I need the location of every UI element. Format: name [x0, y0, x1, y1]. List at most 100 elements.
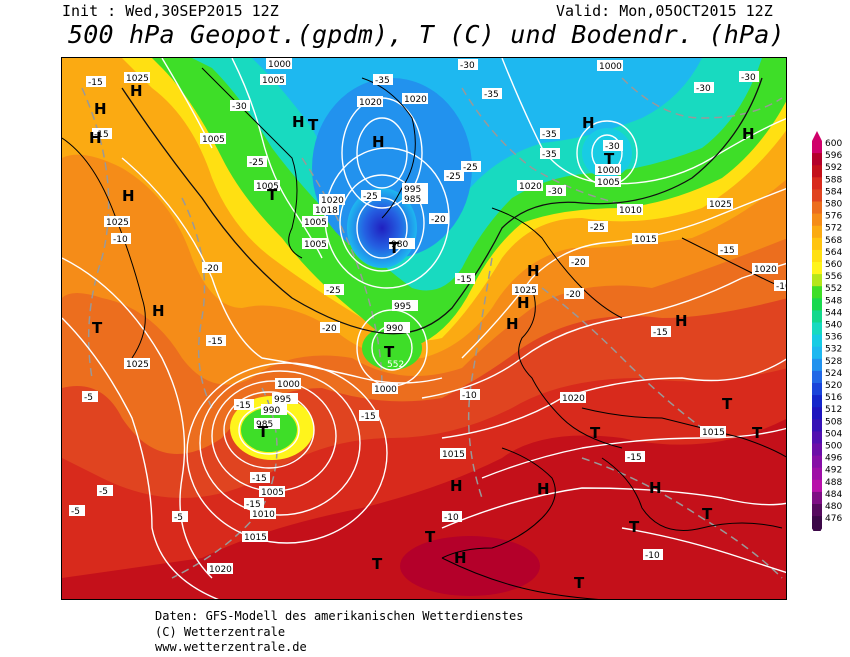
low-marker: T [92, 319, 103, 337]
temperature-label: -15 [92, 128, 112, 140]
pressure-label: 1000 [597, 60, 623, 72]
credit-website: www.wetterzentrale.de [155, 640, 307, 654]
pressure-label: 1005 [302, 216, 328, 228]
pressure-label: 1020 [402, 93, 428, 105]
low-marker: T [384, 343, 395, 361]
temperature-label: -15 [234, 399, 254, 411]
svg-text:1025: 1025 [106, 218, 129, 228]
low-marker: T [590, 424, 601, 442]
temperature-label: -10 [774, 280, 786, 292]
map-title: 500 hPa Geopot.(gpdm), T (C) und Bodendr… [68, 20, 785, 49]
legend-swatch [812, 395, 822, 408]
high-marker: H [130, 82, 143, 100]
pressure-label: 1020 [357, 96, 383, 108]
high-marker: H [506, 315, 519, 333]
pressure-centers: H H H H H H H H H H H H H H H H H T T T … [89, 82, 763, 592]
pressure-label: 1005 [259, 486, 285, 498]
legend-value: 528 [825, 357, 842, 367]
pressure-label: 1000 [266, 58, 292, 70]
legend-value: 536 [825, 333, 842, 343]
temperature-label: -30 [694, 82, 714, 94]
color-legend: 600 596 592 588 584 580 576 572 568 564 560 556 552 5… [812, 131, 850, 539]
pressure-label: 1018 [313, 204, 339, 216]
svg-text:-10: -10 [444, 513, 459, 523]
svg-text:1020: 1020 [359, 98, 382, 108]
svg-text:1000: 1000 [277, 380, 300, 390]
high-marker: H [582, 114, 595, 132]
legend-swatch [812, 274, 822, 287]
pressure-label: 1005 [200, 133, 226, 145]
low-marker: T [258, 423, 269, 441]
temperature-label: -15 [651, 326, 671, 338]
temperature-label: -30 [739, 71, 759, 83]
legend-swatch [812, 298, 822, 311]
pressure-label: 1025 [707, 198, 733, 210]
pressure-label: 985 [254, 418, 280, 430]
svg-text:995: 995 [394, 302, 411, 312]
legend-value: 592 [825, 163, 842, 173]
legend-swatch [812, 153, 822, 166]
high-marker: H [292, 113, 305, 131]
temperature-label: -35 [540, 148, 560, 160]
svg-text:1005: 1005 [304, 218, 327, 228]
temperature-label: -25 [361, 190, 381, 202]
svg-text:1025: 1025 [709, 200, 732, 210]
pressure-label: 1020 [752, 263, 778, 275]
svg-text:985: 985 [404, 195, 421, 205]
svg-text:1010: 1010 [619, 206, 642, 216]
svg-text:-25: -25 [446, 172, 461, 182]
legend-swatch [812, 225, 822, 239]
legend-swatch [812, 443, 822, 457]
pressure-label: 1005 [254, 180, 280, 192]
svg-text:-30: -30 [605, 142, 620, 152]
geopotential-552-line [121, 77, 763, 335]
legend-swatch [812, 455, 822, 469]
low-marker: T [629, 518, 640, 536]
legend-value: 488 [825, 478, 842, 488]
svg-text:-30: -30 [696, 84, 711, 94]
svg-text:-20: -20 [571, 258, 586, 268]
legend-swatch [812, 177, 822, 190]
legend-value: 588 [825, 175, 842, 185]
temperature-label: -15 [244, 498, 264, 510]
legend-scale: 600 596 592 588 584 580 576 572 568 564 560 556 552 5… [812, 131, 842, 539]
pressure-label: 1025 [512, 284, 538, 296]
svg-text:1020: 1020 [562, 394, 585, 404]
valid-time: Valid: Mon,05OCT2015 12Z [556, 2, 773, 20]
pressure-label: 1015 [632, 233, 658, 245]
high-marker: H [94, 100, 107, 118]
credit-source: Daten: GFS-Modell des amerikanischen Wet… [155, 609, 524, 623]
svg-text:-20: -20 [431, 215, 446, 225]
svg-text:-35: -35 [542, 150, 557, 160]
svg-text:-35: -35 [484, 90, 499, 100]
svg-text:1010: 1010 [252, 510, 275, 520]
legend-arrow-down [812, 528, 822, 539]
pressure-label: 1025 [124, 358, 150, 370]
legend-value: 572 [825, 224, 842, 234]
credit-copyright: (C) Wetterzentrale [155, 625, 286, 639]
svg-text:-15: -15 [94, 130, 109, 140]
svg-text:-15: -15 [457, 275, 472, 285]
legend-value: 576 [825, 212, 842, 222]
temperature-label: -5 [172, 511, 188, 523]
legend-value: 500 [825, 442, 842, 452]
low-marker: T [574, 574, 585, 592]
legend-value: 492 [825, 466, 842, 476]
pressure-label: 1015 [242, 531, 268, 543]
pressure-label: 1015 [700, 426, 726, 438]
high-marker: H [742, 125, 755, 143]
svg-text:-35: -35 [542, 130, 557, 140]
geopotential-label: 552 [387, 360, 404, 370]
temperature-label: -20 [429, 213, 449, 225]
svg-text:-5: -5 [174, 513, 183, 523]
temperature-label: -20 [202, 262, 222, 274]
svg-text:1015: 1015 [244, 533, 267, 543]
svg-text:995: 995 [404, 185, 421, 195]
pressure-label: 1000 [275, 378, 301, 390]
high-marker: H [649, 479, 662, 497]
temperature-label: -5 [82, 391, 98, 403]
svg-text:-5: -5 [99, 487, 108, 497]
temperature-label: -25 [461, 161, 481, 173]
svg-text:-30: -30 [548, 187, 563, 197]
svg-text:-10: -10 [645, 551, 660, 561]
